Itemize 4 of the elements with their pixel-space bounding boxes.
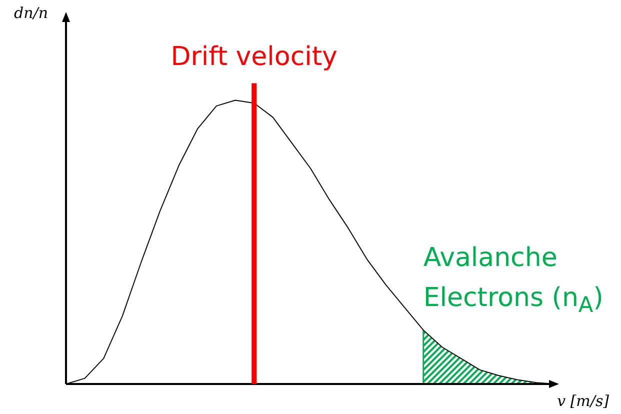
- text: Drift velocity: [170, 42, 338, 72]
- text: dn/n: [14, 4, 48, 22]
- annotation: Avalanche Electrons (n$_{A}$): [423, 242, 604, 320]
- x-axis-title: v [m/s]: [557, 392, 609, 410]
